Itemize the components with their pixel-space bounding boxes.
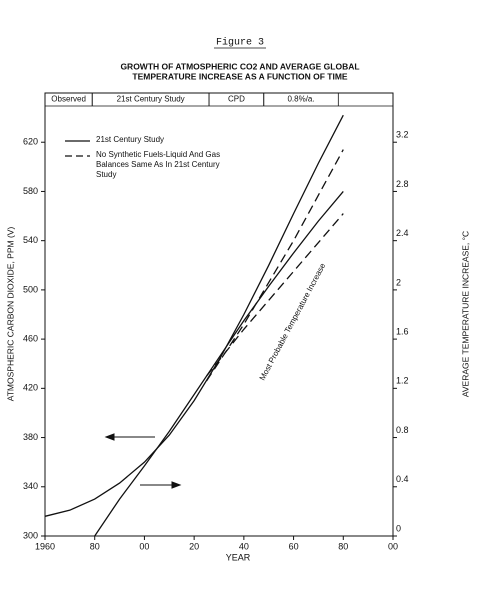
y2-tick-label: 0.4 — [396, 474, 409, 484]
y2-tick-label: 2.8 — [396, 179, 409, 189]
figure-label: Figure 3 — [216, 37, 264, 49]
y2-tick-label: 0.8 — [396, 425, 409, 435]
arrows — [104, 433, 182, 489]
y2-tick-label: 2.4 — [396, 228, 409, 238]
series-line — [44, 114, 344, 517]
x-tick-label: 80 — [338, 541, 348, 551]
period-label: 21st Century Study — [117, 95, 185, 104]
x-tick-label: 40 — [239, 541, 249, 551]
y2-tick-label: 1.6 — [396, 326, 409, 336]
legend-entry: 21st Century Study — [96, 135, 165, 144]
y2-tick-label: 3.2 — [396, 130, 409, 140]
y2-axis-label: AVERAGE TEMPERATURE INCREASE, °C — [460, 231, 470, 397]
x-tick-label: 60 — [289, 541, 299, 551]
legend-label: 21st Century Study — [96, 135, 165, 144]
y-tick-label: 300 — [23, 530, 38, 540]
series-line — [206, 213, 344, 377]
y-axis-label: ATMOSPHERIC CARBON DIOXIDE, PPM (V) — [5, 227, 15, 402]
y2-tick-label: 2 — [396, 277, 401, 287]
y-tick-label: 500 — [23, 284, 38, 294]
period-label: Observed — [51, 95, 86, 104]
x-tick-label: 00 — [388, 541, 398, 551]
x-tick-label: 00 — [139, 541, 149, 551]
x-tick-label: 20 — [189, 541, 199, 551]
annotation: Most Probable Temperature Increase — [258, 261, 328, 382]
chart-title: GROWTH OF ATMOSPHERIC CO2 AND AVERAGE GL… — [120, 61, 359, 71]
x-axis-label: YEAR — [226, 552, 251, 562]
y-tick-label: 580 — [23, 186, 38, 196]
period-label: 0.8%/a. — [287, 95, 314, 104]
y-tick-label: 380 — [23, 432, 38, 442]
y-tick-label: 620 — [23, 137, 38, 147]
legend-entry: No Synthetic Fuels-Liquid And Gas Balanc… — [96, 150, 221, 179]
plot-frame — [44, 92, 394, 537]
period-label: CPD — [228, 95, 245, 104]
legend-label: No Synthetic Fuels-Liquid And Gas Balanc… — [96, 150, 221, 179]
y-tick-label: 460 — [23, 333, 38, 343]
y-tick-label: 340 — [23, 481, 38, 491]
series-line — [94, 191, 344, 537]
chart-title: TEMPERATURE INCREASE AS A FUNCTION OF TI… — [132, 71, 348, 81]
y-tick-label: 420 — [23, 383, 38, 393]
y2-tick-label: 1.2 — [396, 376, 409, 386]
y2-tick-label: 0 — [396, 523, 401, 533]
y-tick-label: 540 — [23, 235, 38, 245]
x-tick-label: 80 — [90, 541, 100, 551]
x-tick-label: 1960 — [35, 541, 55, 551]
